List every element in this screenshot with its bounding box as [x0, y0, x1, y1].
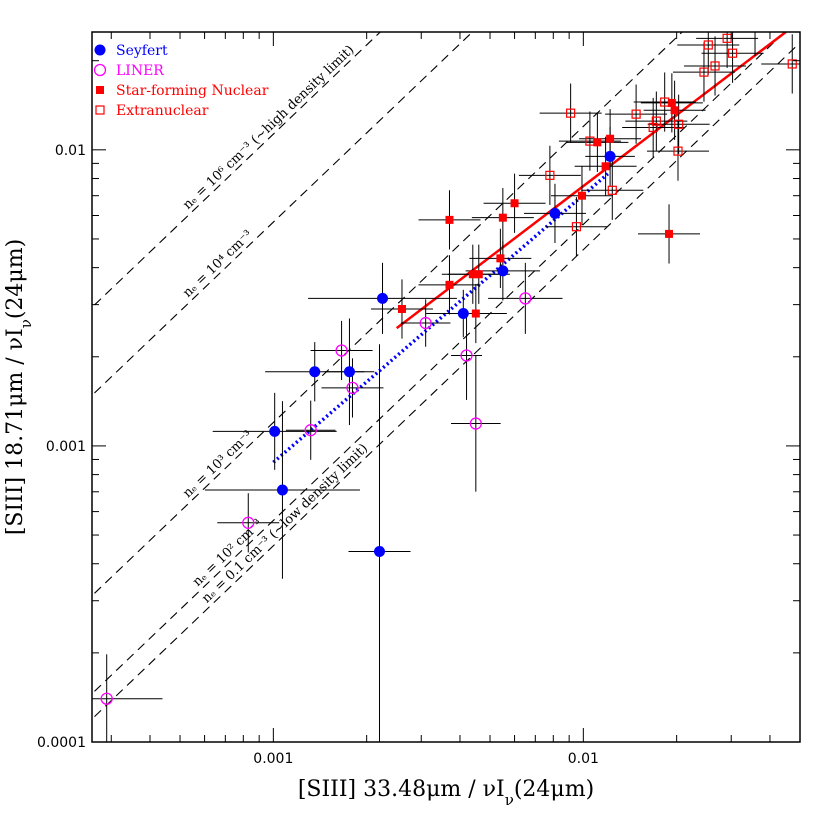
seyfert-point [343, 366, 355, 378]
star-forming-nuclear-point [496, 254, 505, 263]
liner-point [242, 516, 255, 529]
star-forming-fit-line [395, 32, 787, 330]
x-axis-label: [SIII] 33.48μm / νIν(24μm) [298, 777, 594, 809]
seyfert-point [549, 207, 561, 219]
extranuclear-point [631, 109, 641, 119]
extranuclear-point [585, 136, 595, 146]
extranuclear-point [727, 48, 738, 58]
star-forming-nuclear-point [498, 213, 507, 222]
x-tick-label: 0.001 [253, 751, 293, 767]
seyfert-fit-line [272, 172, 610, 464]
extranuclear-point [651, 116, 661, 126]
seyfert-point [604, 150, 616, 162]
seyfert-point [497, 265, 509, 277]
star-forming-nuclear-point [397, 305, 406, 314]
star-forming-nuclear-point [445, 215, 454, 224]
star-forming-nuclear-point [471, 309, 480, 318]
star-forming-nuclear-point [667, 98, 676, 107]
liner-point [469, 417, 482, 430]
star-forming-nuclear-point [474, 270, 483, 279]
extranuclear-point [710, 61, 720, 71]
liner-point [304, 424, 317, 437]
y-tick-label: 0.001 [46, 439, 86, 455]
extranuclear-point [648, 122, 658, 133]
seyfert-point [309, 366, 321, 378]
data-points [100, 22, 797, 705]
star-forming-nuclear-point [665, 229, 674, 238]
liner-point [346, 381, 359, 395]
legend-marker [94, 44, 106, 56]
x-tick-label: 0.01 [568, 751, 599, 767]
liner-point [519, 292, 532, 305]
legend-marker [93, 63, 107, 77]
density-line [92, 32, 474, 397]
star-forming-nuclear-point [593, 138, 602, 147]
extranuclear-point [674, 119, 684, 129]
legend-label: Seyfert [116, 43, 168, 59]
fit-lines [272, 32, 787, 464]
star-forming-nuclear-point [577, 191, 586, 200]
star-forming-nuclear-point [601, 162, 610, 171]
y-axis-label: [SIII] 18.71μm / νIν(24μm) [3, 239, 35, 535]
extranuclear-point [787, 59, 797, 69]
extranuclear-point [703, 40, 713, 50]
legend-label: LINER [116, 63, 164, 79]
seyfert-point [373, 545, 385, 557]
density-line [92, 32, 786, 695]
star-forming-nuclear-point [606, 134, 615, 143]
extranuclear-point [699, 67, 709, 77]
extranuclear-point [607, 185, 617, 195]
star-forming-nuclear-point [510, 199, 519, 208]
density-line [92, 32, 683, 597]
density-label: nₑ = 10⁴ cm⁻³ [180, 228, 256, 301]
density-lines [92, 32, 800, 720]
seyfert-point [457, 308, 469, 320]
seyfert-point [276, 484, 288, 496]
seyfert-point [377, 292, 389, 304]
extranuclear-point [751, 22, 759, 30]
liner-point [419, 316, 432, 330]
density-labels: nₑ = 10⁶ cm⁻³ (~high density limit) nₑ = … [180, 43, 371, 607]
legend-label: Star-forming Nuclear [116, 83, 269, 99]
liner-point [335, 344, 348, 357]
extranuclear-point [673, 146, 683, 156]
plot-frame [91, 31, 801, 743]
star-forming-nuclear-point [670, 106, 679, 115]
density-line [92, 32, 382, 309]
star-forming-nuclear-point [468, 270, 477, 279]
star-forming-nuclear-point [445, 280, 454, 289]
liner-point [460, 349, 473, 362]
extranuclear-point [571, 222, 582, 232]
legend-marker [96, 86, 104, 94]
axis-ticks [92, 32, 801, 743]
legend: Seyfert LINER Star-forming Nuclear Extranuc… [93, 43, 269, 119]
y-tick-label: 0.01 [55, 143, 86, 159]
y-tick-label: 0.0001 [37, 735, 86, 751]
seyfert-point [269, 425, 281, 437]
extranuclear-point [660, 97, 670, 107]
legend-label: Extranuclear [116, 103, 209, 119]
density-line [92, 41, 800, 720]
extranuclear-point [545, 170, 555, 180]
extranuclear-point [566, 108, 576, 118]
legend-marker [95, 105, 105, 115]
tick-labels: 0.001 0.01 0.0001 0.001 0.01 [37, 143, 599, 767]
liner-point [100, 692, 113, 705]
density-label: nₑ = 10⁶ cm⁻³ (~high density limit) [180, 43, 357, 213]
